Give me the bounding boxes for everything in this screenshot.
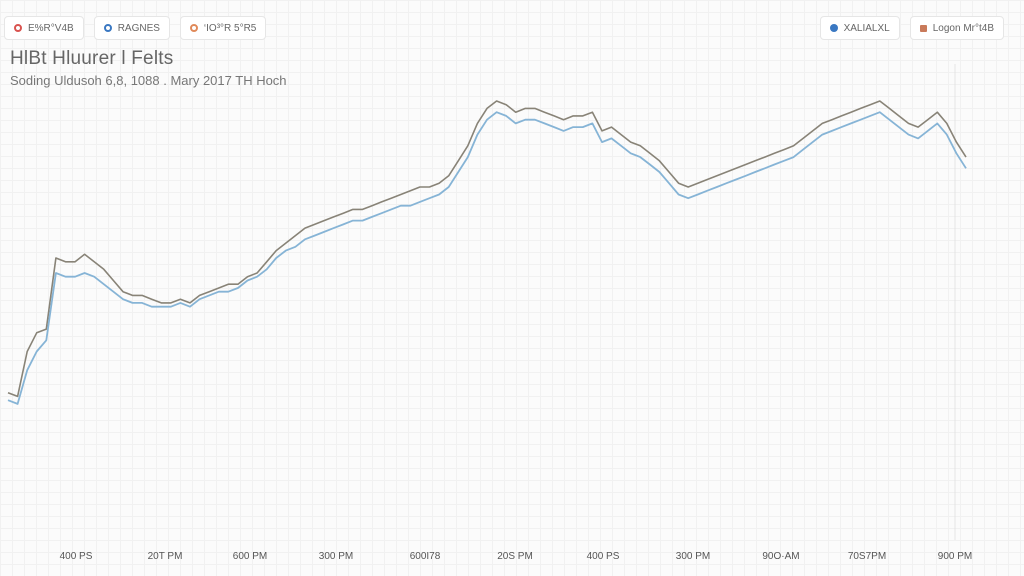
x-tick-label: 600I78 bbox=[410, 551, 441, 562]
circle-outline-icon bbox=[103, 24, 112, 32]
x-tick-label: 300 PM bbox=[319, 551, 353, 562]
chart-subtitle: Soding Uldusoh 6,8, 1088 . Mary 2017 TH … bbox=[10, 73, 287, 88]
legend-chip-3-label: ‘IO³°R 5°R5 bbox=[203, 22, 257, 34]
series-1-line bbox=[7, 100, 967, 398]
legend-chip-5[interactable]: Logon Mr°t4B bbox=[909, 16, 1004, 40]
legend-toolbar-right: XALIALXL Logon Mr°t4B bbox=[819, 16, 1004, 40]
circle-outline-icon bbox=[14, 24, 22, 32]
series-2-line bbox=[7, 111, 967, 405]
legend-chip-5-label: Logon Mr°t4B bbox=[932, 22, 994, 34]
x-tick-label: 20T PM bbox=[148, 551, 183, 562]
x-tick-label: 70S7PM bbox=[848, 551, 886, 562]
series-layer bbox=[7, 100, 967, 405]
x-axis-ticks: 400 PS 20T PM 600 PM 300 PM 600I78 20S PM 400 … bbox=[60, 551, 973, 562]
legend-chip-4[interactable]: XALIALXL bbox=[819, 16, 900, 40]
legend-chip-3[interactable]: ‘IO³°R 5°R5 bbox=[179, 16, 267, 40]
x-tick-label: 20S PM bbox=[497, 551, 533, 562]
circle-outline-icon bbox=[189, 24, 198, 32]
legend-chip-4-label: XALIALXL bbox=[843, 22, 890, 34]
legend-toolbar-left: E%R°V4B RAGNES ‘IO³°R 5°R5 bbox=[4, 16, 267, 40]
x-tick-label: 300 PM bbox=[676, 551, 710, 562]
legend-chip-1-label: E%R°V4B bbox=[28, 22, 74, 34]
x-tick-label: 900 PM bbox=[938, 551, 972, 562]
circle-filled-icon bbox=[829, 24, 838, 32]
chart-title: HlBt Hluurer l Felts bbox=[10, 48, 174, 69]
x-tick-label: 90O·AM bbox=[762, 551, 799, 562]
legend-chip-1[interactable]: E%R°V4B bbox=[4, 16, 84, 40]
x-tick-label: 600 PM bbox=[233, 551, 267, 562]
square-icon bbox=[919, 24, 927, 32]
legend-chip-2-label: RAGNES bbox=[117, 22, 160, 34]
legend-chip-2[interactable]: RAGNES bbox=[93, 16, 170, 40]
x-tick-label: 400 PS bbox=[60, 551, 93, 562]
x-tick-label: 400 PS bbox=[587, 551, 620, 562]
